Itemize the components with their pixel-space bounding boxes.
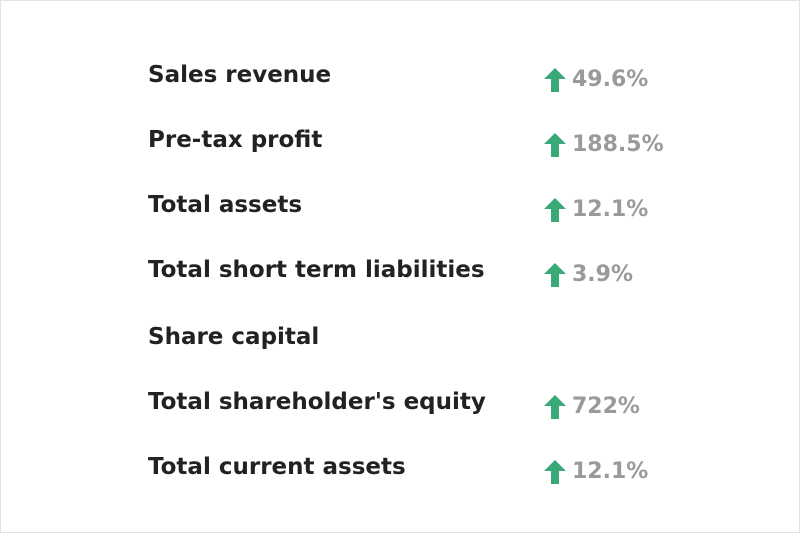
- change-value: 3.9%: [572, 262, 634, 287]
- arrow-up-icon: [544, 263, 566, 287]
- metric-row-sales-revenue: Sales revenue 49.6%: [1, 61, 800, 101]
- metric-change: 722%: [544, 393, 640, 421]
- metric-label: Total assets: [148, 192, 303, 218]
- change-value: 12.1%: [572, 459, 649, 484]
- metric-label: Share capital: [148, 324, 320, 350]
- metric-row-pre-tax-profit: Pre-tax profit 188.5%: [1, 126, 800, 166]
- arrow-up-icon: [544, 68, 566, 92]
- metric-label: Sales revenue: [148, 62, 332, 88]
- change-value: 722%: [572, 394, 640, 419]
- metric-label: Pre-tax profit: [148, 127, 323, 153]
- metric-change: 12.1%: [544, 196, 648, 224]
- change-value: 12.1%: [572, 197, 649, 222]
- metric-change: 12.1%: [544, 458, 648, 486]
- metric-change: 49.6%: [544, 66, 648, 94]
- metric-label: Total current assets: [148, 454, 406, 480]
- change-value: 188.5%: [572, 132, 664, 157]
- metric-row-total-current-assets: Total current assets 12.1%: [1, 453, 800, 493]
- metric-change: 3.9%: [544, 261, 633, 289]
- metric-row-total-assets: Total assets 12.1%: [1, 191, 800, 231]
- arrow-up-icon: [544, 198, 566, 222]
- metric-change: 188.5%: [544, 131, 664, 159]
- metric-label: Total shareholder's equity: [148, 389, 486, 415]
- metric-row-total-short-term-liabilities: Total short term liabilities 3.9%: [1, 256, 800, 296]
- arrow-up-icon: [544, 395, 566, 419]
- metric-row-total-shareholders-equity: Total shareholder's equity 722%: [1, 388, 800, 428]
- metric-row-share-capital: Share capital: [1, 323, 800, 363]
- change-value: 49.6%: [572, 67, 649, 92]
- metric-label: Total short term liabilities: [148, 257, 485, 283]
- arrow-up-icon: [544, 460, 566, 484]
- arrow-up-icon: [544, 133, 566, 157]
